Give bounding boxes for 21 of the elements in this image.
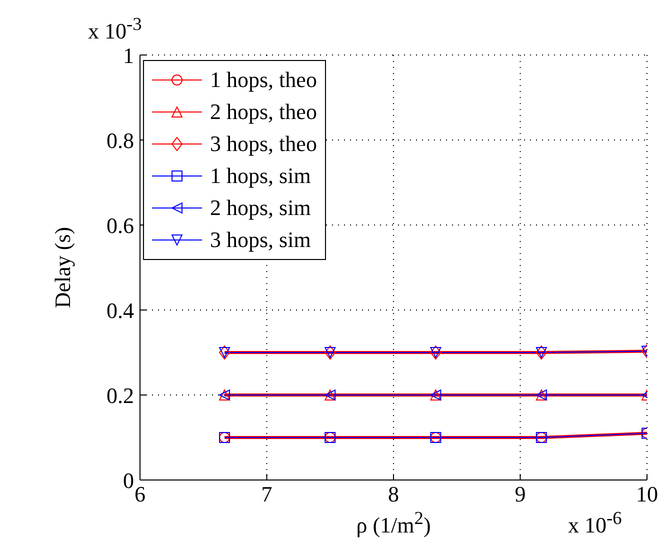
y-tick-label: 1 (123, 42, 134, 68)
text: x 10$^{-6}$ (568, 508, 622, 538)
x-tick-label: 8 (388, 482, 399, 507)
legend-label: 2 hops, sim (210, 195, 311, 221)
legend-label: 1 hops, theo (210, 67, 317, 93)
legend-label: 1 hops, sim (210, 163, 311, 189)
y-tick-label: 0 (123, 468, 134, 493)
legend-label: 3 hops, sim (210, 227, 311, 253)
x-tick-label: 9 (514, 482, 526, 507)
x-tick-label: 7 (261, 482, 272, 507)
y-tick-label: 0.8 (106, 128, 134, 153)
y-tick-label: 0.4 (106, 298, 134, 323)
y-tick-label: 0.2 (106, 382, 134, 408)
legend-label: 3 hops, theo (210, 131, 317, 157)
y-tick-label: 0.6 (106, 212, 134, 238)
x-axis-title: ρ (1/m$^{2}$) (356, 508, 431, 538)
x-tick-label: 6 (134, 482, 146, 507)
x-tick-label: 10 (636, 482, 658, 507)
legend-label: 2 hops, theo (210, 99, 317, 125)
text: x 10$^{-3}$ (88, 14, 142, 44)
y-axis-title: Delay (s) (50, 226, 75, 308)
